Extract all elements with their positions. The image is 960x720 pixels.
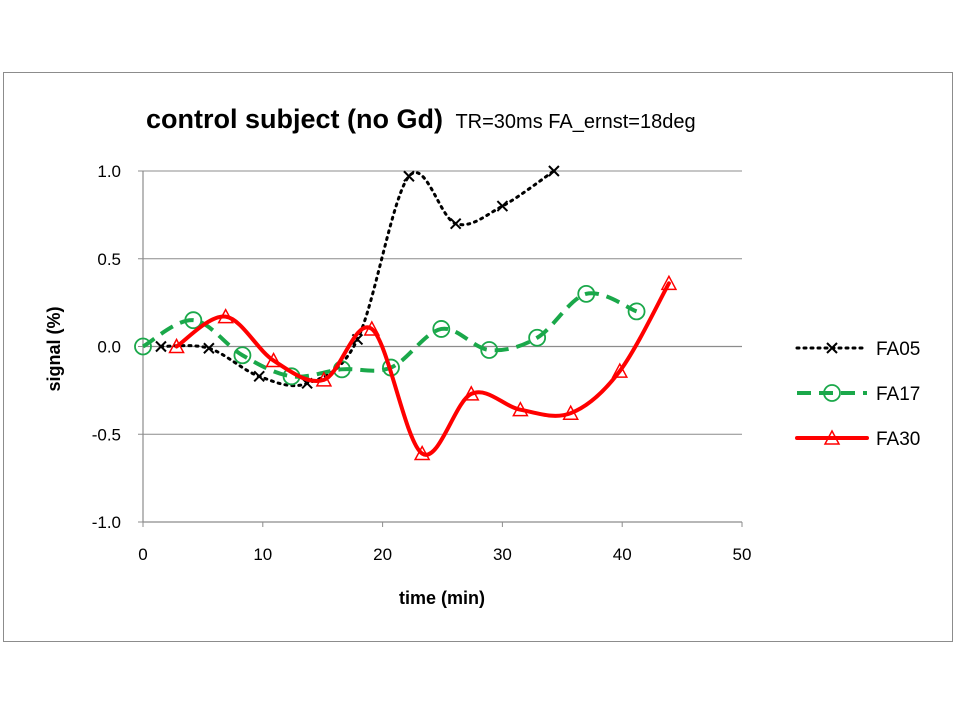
series-fa30 (168, 274, 678, 461)
data-point-fa05 (496, 200, 509, 212)
legend: FA05 FA17 FA30 (795, 339, 920, 450)
x-axis-label: time (min) (399, 588, 485, 608)
chart-title-main: control subject (no Gd) (146, 104, 443, 134)
x-tick-label: 10 (253, 545, 272, 564)
data-point-fa05 (253, 370, 265, 383)
legend-marker-fa05 (826, 342, 838, 354)
x-tick-label: 50 (733, 545, 752, 564)
legend-label-fa17: FA17 (876, 384, 920, 405)
data-point-fa05 (403, 170, 415, 182)
legend-marker-fa30 (823, 429, 841, 445)
data-point-fa30 (562, 404, 579, 420)
data-point-fa17 (627, 302, 646, 321)
y-tick-label: 0.5 (97, 250, 121, 269)
chart-title: control subject (no Gd) TR=30ms FA_ernst… (146, 104, 696, 134)
y-tick-label: 0.0 (97, 338, 121, 357)
data-point-fa05 (155, 340, 167, 353)
data-point-fa17 (233, 346, 252, 365)
data-point-fa17 (577, 284, 596, 303)
legend-item-fa30: FA30 (795, 429, 920, 450)
legend-label-fa05: FA05 (876, 339, 920, 360)
chart-subtitle: TR=30ms FA_ernst=18deg (455, 111, 695, 133)
data-point-fa05 (449, 217, 462, 230)
data-point-fa30 (462, 385, 480, 401)
x-tick-label: 0 (138, 545, 147, 564)
series-fa05 (155, 165, 560, 390)
chart-frame: 1.0 0.5 0.0 -0.5 -1.0 0 10 20 30 40 50 FA05 FA17 FA3… (3, 72, 953, 642)
legend-marker-fa17 (823, 384, 841, 402)
data-point-fa30 (413, 444, 431, 461)
x-tick-label: 20 (373, 545, 392, 564)
data-point-fa30 (217, 308, 234, 324)
data-point-fa05 (203, 342, 215, 354)
x-tick-label: 30 (493, 545, 512, 564)
y-tick-label: -1.0 (92, 513, 121, 532)
data-point-fa17 (528, 328, 547, 347)
data-point-fa05 (548, 165, 560, 177)
data-point-fa30 (611, 362, 629, 378)
legend-item-fa05: FA05 (795, 339, 920, 360)
legend-label-fa30: FA30 (876, 429, 920, 450)
data-point-fa30 (660, 274, 678, 291)
data-point-fa30 (168, 337, 185, 354)
data-point-fa17 (480, 341, 499, 359)
data-point-fa30 (265, 351, 282, 368)
data-point-fa17 (432, 320, 451, 338)
series-line-fa30 (174, 281, 671, 457)
y-axis-label: signal (%) (44, 306, 64, 391)
legend-item-fa17: FA17 (797, 384, 920, 405)
line-chart: 1.0 0.5 0.0 -0.5 -1.0 0 10 20 30 40 50 FA05 FA17 FA3… (44, 104, 920, 608)
series-layer (134, 165, 678, 461)
data-point-fa30 (315, 371, 333, 387)
data-point-fa30 (512, 401, 529, 417)
data-point-fa30 (363, 320, 381, 336)
data-point-fa17 (134, 337, 152, 356)
data-point-fa17 (184, 311, 203, 330)
y-tick-label: -0.5 (92, 425, 121, 444)
axes: 1.0 0.5 0.0 -0.5 -1.0 0 10 20 30 40 50 (92, 162, 752, 564)
x-tick-label: 40 (613, 545, 632, 564)
series-line-fa05 (159, 169, 556, 388)
y-tick-label: 1.0 (97, 162, 121, 181)
